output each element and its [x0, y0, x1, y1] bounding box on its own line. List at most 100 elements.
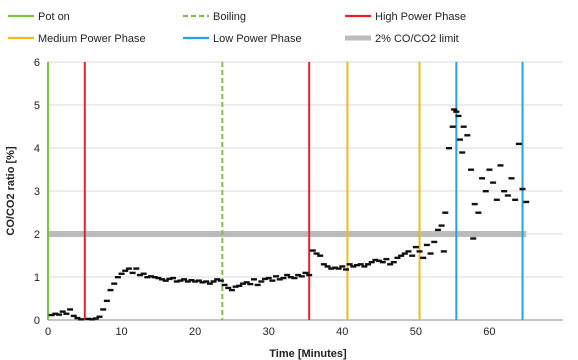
- data-point: [357, 263, 364, 266]
- data-point: [221, 283, 228, 287]
- vertical-markers: [47, 62, 524, 320]
- data-point: [445, 147, 452, 150]
- data-point: [284, 273, 291, 277]
- data-point: [464, 134, 471, 137]
- legend: Pot on Boiling High Power Phase Medium Powe…: [8, 11, 466, 45]
- data-point: [103, 299, 110, 303]
- data-point: [107, 288, 114, 292]
- data-point: [401, 252, 408, 255]
- data-point: [512, 198, 519, 201]
- data-point: [331, 266, 338, 269]
- x-tick-label: 50: [410, 326, 422, 338]
- data-point: [228, 288, 235, 292]
- y-tick-label: 4: [34, 143, 40, 155]
- data-point: [133, 267, 140, 270]
- data-point: [258, 280, 265, 283]
- y-tick-label: 1: [34, 272, 40, 284]
- tick-labels: 0 10 20 30 40 50 60 0 1 2 3 4 5 6: [34, 57, 496, 338]
- data-point: [125, 267, 132, 270]
- data-point: [470, 237, 477, 240]
- data-point: [416, 250, 423, 253]
- data-point: [298, 275, 305, 278]
- legend-label: Pot on: [38, 11, 70, 23]
- data-point: [166, 277, 173, 281]
- data-point: [459, 151, 466, 154]
- data-point: [118, 272, 125, 275]
- data-point: [276, 278, 283, 281]
- legend-label: High Power Phase: [375, 11, 466, 23]
- data-point: [376, 259, 383, 263]
- data-point: [379, 260, 386, 264]
- data-point: [56, 313, 63, 316]
- x-tick-label: 0: [45, 326, 51, 338]
- data-points: [48, 108, 530, 321]
- data-point: [122, 269, 129, 272]
- data-point: [387, 263, 394, 266]
- data-point: [243, 281, 250, 284]
- x-tick-label: 60: [483, 326, 495, 338]
- data-point: [67, 308, 74, 311]
- data-point: [214, 278, 221, 281]
- data-point: [239, 282, 246, 285]
- data-point: [508, 177, 515, 180]
- data-point: [78, 318, 85, 321]
- data-point: [486, 168, 493, 171]
- y-axis-title: CO/CO2 ratio [%]: [5, 146, 17, 236]
- data-point: [372, 258, 379, 262]
- data-point: [89, 318, 96, 321]
- grid: [48, 61, 563, 278]
- data-point: [199, 281, 206, 284]
- data-point: [442, 211, 449, 214]
- data-point: [523, 200, 530, 204]
- data-point: [251, 278, 257, 281]
- data-point: [236, 284, 243, 287]
- data-point: [52, 312, 59, 315]
- data-point: [184, 280, 191, 283]
- data-point: [475, 211, 482, 214]
- data-point: [148, 275, 154, 278]
- data-point: [155, 276, 162, 280]
- data-point: [324, 265, 331, 268]
- data-point: [181, 278, 188, 281]
- data-point: [328, 267, 335, 270]
- x-tick-label: 10: [115, 326, 127, 338]
- data-point: [493, 198, 500, 201]
- data-point: [313, 252, 320, 255]
- data-point: [405, 250, 412, 253]
- data-point: [162, 279, 169, 282]
- data-point: [280, 276, 287, 280]
- data-point: [501, 190, 508, 193]
- data-point: [92, 317, 99, 320]
- data-point: [434, 228, 441, 232]
- data-point: [254, 283, 261, 287]
- data-point: [320, 263, 327, 266]
- data-point: [335, 267, 342, 270]
- data-point: [136, 273, 143, 277]
- data-point: [114, 276, 121, 279]
- data-point: [515, 142, 522, 146]
- x-tick-label: 30: [263, 326, 275, 338]
- data-point: [519, 187, 526, 191]
- data-point: [170, 276, 177, 280]
- data-point: [85, 317, 92, 321]
- data-point: [309, 249, 316, 252]
- y-tick-label: 0: [34, 315, 40, 327]
- data-point: [265, 276, 272, 280]
- data-point: [192, 280, 199, 283]
- y-tick-label: 2: [34, 229, 40, 241]
- data-point: [217, 279, 224, 282]
- x-tick-label: 20: [189, 326, 201, 338]
- data-point: [365, 263, 372, 266]
- y-tick-label: 3: [34, 186, 40, 198]
- legend-label: Low Power Phase: [213, 33, 302, 45]
- data-point: [96, 315, 103, 318]
- data-point: [451, 108, 458, 111]
- data-point: [177, 279, 184, 282]
- legend-label: Boiling: [213, 11, 246, 23]
- data-point: [70, 314, 77, 318]
- x-tick-label: 40: [336, 326, 348, 338]
- data-point: [457, 138, 463, 141]
- data-point: [394, 256, 401, 260]
- data-point: [409, 254, 416, 257]
- y-tick-label: 5: [34, 100, 40, 112]
